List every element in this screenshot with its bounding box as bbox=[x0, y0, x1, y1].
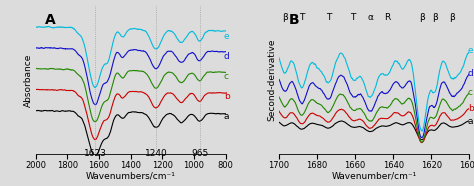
Text: b: b bbox=[224, 92, 229, 101]
Text: α: α bbox=[367, 13, 374, 22]
Text: T: T bbox=[351, 13, 356, 22]
Text: 1623: 1623 bbox=[84, 149, 107, 158]
Text: β: β bbox=[419, 13, 425, 22]
Text: 1240: 1240 bbox=[145, 149, 167, 158]
Text: 965: 965 bbox=[191, 149, 208, 158]
Text: b: b bbox=[468, 104, 474, 113]
Text: A: A bbox=[45, 13, 56, 27]
X-axis label: Wavenumber/cm⁻¹: Wavenumber/cm⁻¹ bbox=[331, 171, 417, 180]
Text: c: c bbox=[468, 88, 473, 97]
X-axis label: Wavenumbers/cm⁻¹: Wavenumbers/cm⁻¹ bbox=[86, 171, 175, 180]
Text: β: β bbox=[282, 13, 288, 22]
Text: T: T bbox=[299, 13, 305, 22]
Text: c: c bbox=[224, 72, 229, 81]
Y-axis label: Absorbance: Absorbance bbox=[24, 53, 33, 107]
Text: a: a bbox=[224, 112, 229, 121]
Text: e: e bbox=[224, 32, 229, 41]
Text: R: R bbox=[384, 13, 391, 22]
Text: β: β bbox=[432, 13, 438, 22]
Text: B: B bbox=[289, 13, 299, 27]
Text: β: β bbox=[449, 13, 455, 22]
Text: d: d bbox=[224, 52, 229, 61]
Text: d: d bbox=[468, 69, 474, 78]
Text: e: e bbox=[468, 46, 474, 55]
Text: T: T bbox=[326, 13, 331, 22]
Y-axis label: Second-derivative: Second-derivative bbox=[267, 39, 276, 121]
Text: a: a bbox=[468, 117, 473, 126]
